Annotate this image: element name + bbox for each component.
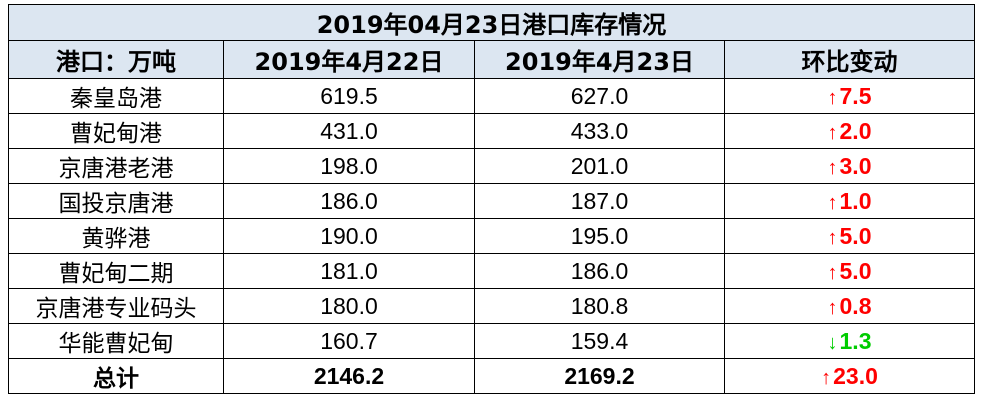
table-row: 黄骅港 190.0 195.0 ↑5.0 [8,218,976,254]
header-date-1: 2019年4月22日 [223,40,475,79]
table-row: 曹妃甸二期 181.0 186.0 ↑5.0 [8,253,976,289]
change-value: 3.0 [839,152,872,179]
header-row: 港口：万吨 2019年4月22日 2019年4月23日 环比变动 [8,40,976,79]
value-date-1: 431.0 [223,113,475,149]
increase-value: ↑3.0 [828,153,872,179]
value-date-2: 433.0 [474,113,725,149]
value-date-2: 159.4 [474,323,725,359]
port-name: 国投京唐港 [8,183,224,219]
value-date-2: 187.0 [474,183,725,219]
arrow-up-icon: ↑ [827,86,838,109]
value-date-1: 186.0 [223,183,475,219]
table-row: 华能曹妃甸 160.7 159.4 ↓1.3 [8,323,976,359]
increase-value: ↑7.5 [828,83,872,109]
table-title: 2019年04月23日港口库存情况 [7,4,976,41]
arrow-up-icon: ↑ [821,366,832,389]
arrow-up-icon: ↑ [827,156,838,179]
header-date-2: 2019年4月23日 [474,40,725,79]
change-value: 5.0 [839,257,872,284]
arrow-up-icon: ↑ [827,296,838,319]
port-name: 曹妃甸二期 [8,253,224,289]
change-cell: ↑3.0 [723,148,976,184]
change-cell: ↓1.3 [723,323,976,359]
change-cell: ↑5.0 [723,218,976,254]
table-row: 京唐港老港 198.0 201.0 ↑3.0 [8,148,976,184]
header-change: 环比变动 [723,40,976,79]
increase-value: ↑1.0 [828,188,872,214]
total-date-2: 2169.2 [474,358,725,394]
value-date-1: 180.0 [223,288,475,324]
change-value: 1.3 [839,327,872,354]
increase-value: ↑5.0 [828,258,872,284]
inventory-table-container: 2019年04月23日港口库存情况 港口：万吨 2019年4月22日 2019年… [7,4,976,394]
value-date-1: 198.0 [223,148,475,184]
port-inventory-table: 2019年04月23日港口库存情况 港口：万吨 2019年4月22日 2019年… [7,4,976,394]
port-name: 京唐港专业码头 [8,288,224,324]
value-date-1: 190.0 [223,218,475,254]
table-title-row: 2019年04月23日港口库存情况 [7,4,976,41]
increase-value: ↑2.0 [828,118,872,144]
port-name: 秦皇岛港 [8,78,224,114]
total-date-1: 2146.2 [223,358,475,394]
change-cell: ↑1.0 [723,183,976,219]
port-name: 京唐港老港 [8,148,224,184]
change-value: 2.0 [839,117,872,144]
arrow-up-icon: ↑ [827,121,838,144]
value-date-2: 201.0 [474,148,725,184]
table-row: 京唐港专业码头 180.0 180.8 ↑0.8 [8,288,976,324]
increase-value: ↑5.0 [828,223,872,249]
change-cell: ↑7.5 [723,78,976,114]
port-name: 华能曹妃甸 [8,323,224,359]
change-cell: ↑23.0 [723,358,976,394]
value-date-2: 186.0 [474,253,725,289]
change-cell: ↑5.0 [723,253,976,289]
increase-value: ↑23.0 [821,363,878,389]
increase-value: ↑0.8 [828,293,872,319]
table-row: 曹妃甸港 431.0 433.0 ↑2.0 [8,113,976,149]
value-date-2: 180.8 [474,288,725,324]
change-value: 23.0 [833,362,878,389]
table-row: 秦皇岛港 619.5 627.0 ↑7.5 [8,78,976,114]
value-date-2: 627.0 [474,78,725,114]
port-name: 曹妃甸港 [8,113,224,149]
change-cell: ↑0.8 [723,288,976,324]
decrease-value: ↓1.3 [828,328,872,354]
arrow-up-icon: ↑ [827,261,838,284]
value-date-1: 619.5 [223,78,475,114]
change-value: 1.0 [839,187,872,214]
arrow-up-icon: ↑ [827,191,838,214]
change-value: 0.8 [839,292,872,319]
value-date-1: 160.7 [223,323,475,359]
arrow-up-icon: ↑ [827,226,838,249]
value-date-2: 195.0 [474,218,725,254]
value-date-1: 181.0 [223,253,475,289]
change-value: 7.5 [839,82,872,109]
change-value: 5.0 [839,222,872,249]
port-name: 黄骅港 [8,218,224,254]
table-row: 国投京唐港 186.0 187.0 ↑1.0 [8,183,976,219]
arrow-down-icon: ↓ [827,331,838,354]
total-row: 总计 2146.2 2169.2 ↑23.0 [8,358,976,394]
total-label: 总计 [8,358,224,394]
change-cell: ↑2.0 [723,113,976,149]
header-port: 港口：万吨 [8,40,224,79]
